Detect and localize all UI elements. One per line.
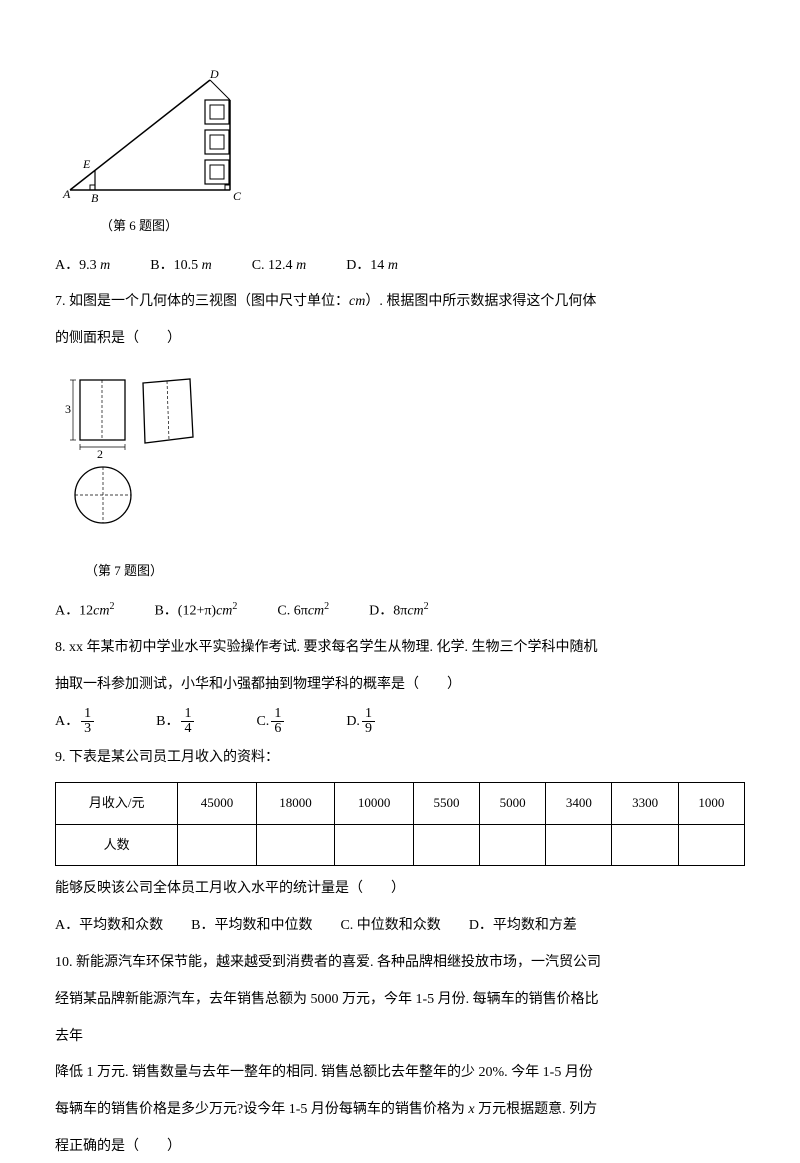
q9-opt-b: B．平均数和中位数 xyxy=(191,911,312,942)
svg-text:B: B xyxy=(91,191,99,205)
q9-line2: 能够反映该公司全体员工月收入水平的统计量是（ ） xyxy=(55,874,745,905)
q8-opt-a: A．13 xyxy=(55,707,96,738)
table-cell xyxy=(612,824,678,866)
q7-line1: 7. 如图是一个几何体的三视图（图中尺寸单位：cm）. 根据图中所示数据求得这个… xyxy=(55,287,745,318)
q10-line4: 降低 1 万元. 销售数量与去年一整年的相同. 销售总额比去年整年的少 20%.… xyxy=(55,1058,745,1089)
table-cell: 5500 xyxy=(413,783,479,825)
q7-opt-d: D．8πcm2 xyxy=(369,596,429,627)
table-row: 月收入/元 45000 18000 10000 5500 5000 3400 3… xyxy=(56,783,745,825)
table-cell: 10000 xyxy=(335,783,414,825)
table-row: 人数 xyxy=(56,824,745,866)
q8-opt-c: C.16 xyxy=(256,707,286,738)
q6-options: A．9.3 m B．10.5 m C. 12.4 m D．14 m xyxy=(55,251,745,282)
q6-opt-a: A．9.3 m xyxy=(55,251,110,282)
q9-table: 月收入/元 45000 18000 10000 5500 5000 3400 3… xyxy=(55,782,745,866)
q10-line1: 10. 新能源汽车环保节能，越来越受到消费者的喜爱. 各种品牌相继投放市场，一汽… xyxy=(55,948,745,979)
three-views: 3 2 xyxy=(55,365,235,555)
q8-options: A．13 B．14 C.16 D.19 xyxy=(55,707,745,738)
q9-options: A．平均数和众数 B．平均数和中位数 C. 中位数和众数 D．平均数和方差 xyxy=(55,911,745,942)
q10-line2: 经销某品牌新能源汽车，去年销售总额为 5000 万元，今年 1-5 月份. 每辆… xyxy=(55,985,745,1016)
q7-opt-a: A．12cm2 xyxy=(55,596,114,627)
q6-opt-c: C. 12.4 m xyxy=(252,251,306,282)
q7-line2: 的侧面积是（ ） xyxy=(55,324,745,355)
svg-text:C: C xyxy=(233,189,242,203)
q6-opt-b: B．10.5 m xyxy=(150,251,211,282)
table-cell: 18000 xyxy=(256,783,335,825)
table-cell xyxy=(256,824,335,866)
q8-opt-d: D.19 xyxy=(346,707,377,738)
svg-text:D: D xyxy=(209,70,219,81)
q7-caption: （第 7 题图） xyxy=(85,557,745,586)
table-cell xyxy=(546,824,612,866)
q9-opt-c: C. 中位数和众数 xyxy=(340,911,440,942)
q7-opt-c: C. 6πcm2 xyxy=(277,596,329,627)
table-cell xyxy=(335,824,414,866)
q7-opt-b: B．(12+π)cm2 xyxy=(154,596,237,627)
q6-opt-d: D．14 m xyxy=(346,251,398,282)
svg-text:E: E xyxy=(82,157,91,171)
q7-options: A．12cm2 B．(12+π)cm2 C. 6πcm2 D．8πcm2 xyxy=(55,596,745,627)
q6-figure: A B C D E （第 6 题图） xyxy=(55,70,745,241)
table-cell xyxy=(678,824,744,866)
table-cell xyxy=(480,824,546,866)
q10-line5: 每辆车的销售价格是多少万元?设今年 1-5 月份每辆车的销售价格为 x 万元根据… xyxy=(55,1095,745,1126)
q10-line3: 去年 xyxy=(55,1022,745,1053)
svg-text:A: A xyxy=(62,187,71,201)
table-cell: 人数 xyxy=(56,824,178,866)
table-cell: 1000 xyxy=(678,783,744,825)
q9-opt-d: D．平均数和方差 xyxy=(469,911,577,942)
table-cell: 月收入/元 xyxy=(56,783,178,825)
table-cell: 3300 xyxy=(612,783,678,825)
q8-opt-b: B．14 xyxy=(156,707,196,738)
triangle-diagram: A B C D E xyxy=(55,70,265,210)
q9-opt-a: A．平均数和众数 xyxy=(55,911,163,942)
table-cell: 45000 xyxy=(178,783,257,825)
q8-line2: 抽取一科参加测试，小华和小强都抽到物理学科的概率是（ ） xyxy=(55,670,745,701)
svg-text:2: 2 xyxy=(97,447,103,461)
table-cell: 5000 xyxy=(480,783,546,825)
table-cell: 3400 xyxy=(546,783,612,825)
q10-line6: 程正确的是（ ） xyxy=(55,1132,745,1163)
q6-caption: （第 6 题图） xyxy=(100,212,745,241)
q7-figure: 3 2 （第 7 题图） xyxy=(55,365,745,586)
table-cell xyxy=(178,824,257,866)
svg-text:3: 3 xyxy=(65,402,71,416)
q8-line1: 8. xx 年某市初中学业水平实验操作考试. 要求每名学生从物理. 化学. 生物… xyxy=(55,633,745,664)
q9-line1: 9. 下表是某公司员工月收入的资料： xyxy=(55,743,745,774)
table-cell xyxy=(413,824,479,866)
